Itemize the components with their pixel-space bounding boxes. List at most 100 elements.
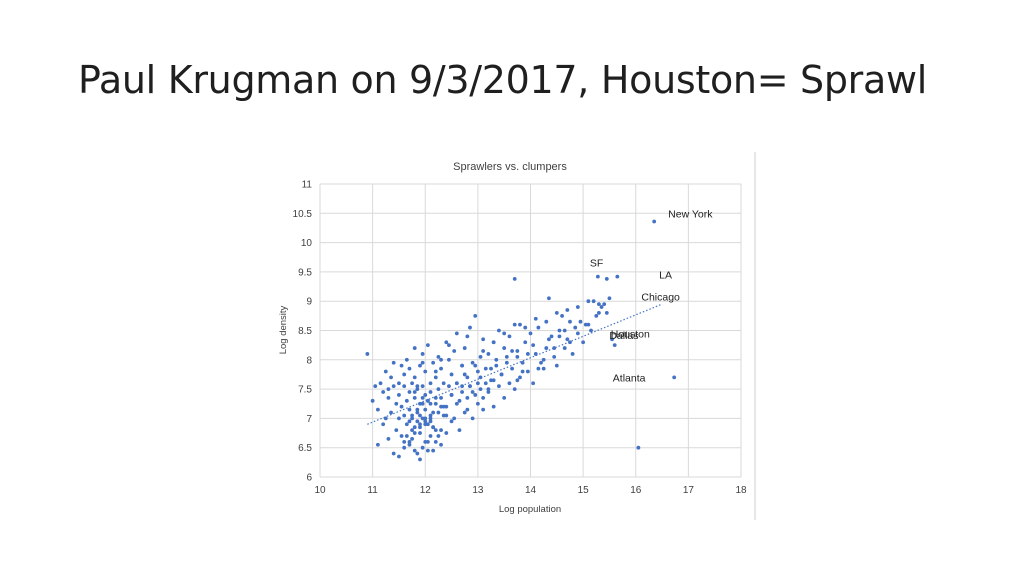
- data-point: [465, 395, 470, 400]
- data-point: [536, 366, 541, 371]
- trendline: [367, 303, 663, 425]
- data-point: [457, 398, 462, 403]
- data-point: [373, 384, 378, 389]
- x-tick-label: 11: [367, 485, 378, 496]
- data-point: [415, 419, 420, 424]
- data-point: [518, 322, 522, 327]
- data-point: [497, 328, 501, 333]
- data-point: [483, 381, 488, 386]
- data-point: [489, 366, 493, 371]
- x-tick-label: 14: [525, 485, 537, 496]
- data-point: [515, 354, 520, 359]
- data-point: [475, 381, 480, 386]
- data-point: [415, 387, 420, 391]
- data-point: [423, 407, 428, 412]
- data-point: [412, 431, 417, 435]
- data-point: [410, 437, 414, 441]
- data-point: [449, 419, 454, 424]
- city-label: LA: [659, 270, 672, 282]
- data-point: [481, 395, 486, 400]
- data-point: [523, 325, 528, 330]
- data-point: [672, 375, 677, 380]
- data-point: [481, 337, 486, 342]
- data-point: [499, 372, 504, 377]
- data-point: [447, 384, 451, 389]
- data-point: [575, 331, 580, 336]
- data-point: [389, 375, 393, 380]
- data-point: [439, 366, 443, 371]
- data-point: [562, 328, 567, 333]
- data-point: [473, 313, 478, 318]
- data-point: [462, 410, 467, 415]
- data-point: [386, 437, 391, 441]
- data-point: [415, 384, 420, 389]
- data-point: [547, 296, 551, 301]
- x-tick-label: 13: [472, 485, 484, 496]
- y-tick-label: 11: [302, 180, 313, 191]
- data-point: [531, 343, 536, 348]
- data-point: [423, 416, 428, 421]
- data-point: [436, 387, 441, 391]
- data-point: [507, 334, 512, 339]
- data-point: [557, 334, 562, 339]
- data-point: [604, 311, 609, 315]
- data-point: [423, 419, 428, 424]
- data-point: [554, 311, 559, 315]
- data-point: [475, 369, 480, 374]
- city-label: Houston: [611, 328, 650, 340]
- data-point: [423, 393, 428, 397]
- data-point: [462, 346, 467, 350]
- data-point: [428, 416, 433, 421]
- data-point: [502, 346, 507, 350]
- data-point: [420, 445, 425, 450]
- slide-title: Paul Krugman on 9/3/2017, Houston= Spraw…: [78, 58, 928, 102]
- data-point: [433, 439, 438, 444]
- data-point: [602, 302, 607, 307]
- data-point: [594, 313, 599, 318]
- data-point: [439, 357, 443, 362]
- data-point: [457, 428, 462, 433]
- data-point: [431, 425, 436, 430]
- data-point: [441, 413, 446, 418]
- data-point: [497, 384, 501, 389]
- data-point: [452, 416, 457, 421]
- data-point: [412, 375, 417, 380]
- data-point: [465, 334, 470, 339]
- data-point: [518, 375, 522, 380]
- data-point: [573, 325, 578, 330]
- data-point: [515, 349, 520, 353]
- data-point: [454, 381, 459, 386]
- data-point: [520, 369, 525, 374]
- data-point: [478, 387, 483, 391]
- data-point: [494, 363, 499, 368]
- data-point: [420, 360, 425, 365]
- data-point: [544, 319, 549, 324]
- data-point: [481, 407, 486, 412]
- data-point: [415, 451, 420, 456]
- data-point: [478, 354, 483, 359]
- data-point: [397, 381, 401, 386]
- data-point: [420, 352, 425, 356]
- data-point: [510, 366, 514, 371]
- data-point: [418, 425, 422, 430]
- data-point: [502, 331, 507, 336]
- data-point: [473, 393, 478, 397]
- y-tick-label: 6: [306, 473, 312, 484]
- data-point: [433, 428, 438, 433]
- data-point: [439, 442, 443, 447]
- data-point: [391, 360, 396, 365]
- data-point: [465, 407, 470, 412]
- y-tick-label: 9: [306, 297, 312, 308]
- data-point: [481, 349, 486, 353]
- data-point: [531, 381, 536, 386]
- data-point: [483, 366, 488, 371]
- data-point: [454, 401, 459, 406]
- data-point: [428, 413, 433, 418]
- data-point: [515, 378, 520, 383]
- data-point: [615, 274, 620, 279]
- data-point: [402, 372, 407, 377]
- data-point: [494, 357, 499, 362]
- data-point: [383, 369, 388, 374]
- data-point: [397, 454, 401, 459]
- data-point: [394, 401, 399, 406]
